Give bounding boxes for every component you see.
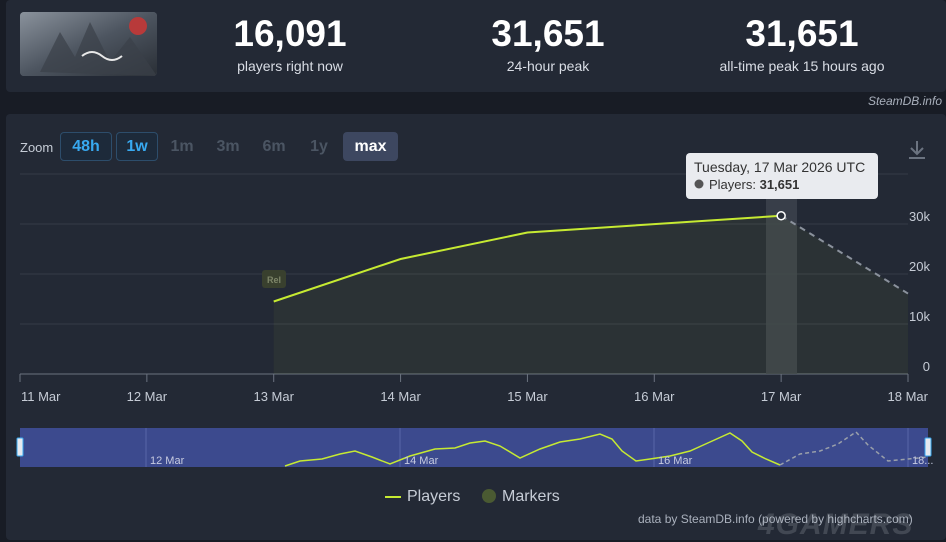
- tooltip-series-name: Players: [709, 177, 753, 192]
- tooltip-series-line: Players: 31,651: [709, 177, 799, 192]
- x-tick-label: 12 Mar: [127, 389, 168, 404]
- line-swatch-icon: [385, 495, 401, 498]
- navigator-right-handle[interactable]: [924, 437, 932, 457]
- legend-players[interactable]: Players: [385, 488, 460, 506]
- x-tick-label: 15 Mar: [507, 389, 548, 404]
- stats-bar: 16,091 players right now 31,651 24-hour …: [6, 0, 946, 92]
- x-tick-label: 17 Mar: [761, 389, 802, 404]
- tooltip-date: Tuesday, 17 Mar 2026 UTC: [694, 159, 865, 175]
- tooltip-colon: :: [752, 177, 759, 192]
- navigator-tick-label: 16 Mar: [658, 455, 693, 467]
- y-axis: 0 10k 20k 30k: [909, 209, 930, 374]
- series-area: [273, 215, 908, 374]
- tooltip: Tuesday, 17 Mar 2026 UTC Players: 31,651: [686, 153, 878, 199]
- navigator-tick-label: 12 Mar: [150, 455, 185, 467]
- legend-markers-label: Markers: [502, 488, 560, 505]
- x-tick-label: 18 Mar: [888, 389, 929, 404]
- zoom-48h-button[interactable]: 48h: [60, 132, 112, 161]
- release-marker-label: Rel: [267, 275, 281, 285]
- zoom-label: Zoom: [20, 140, 54, 155]
- zoom-1y-button[interactable]: 1y: [310, 138, 328, 155]
- navigator-tick-label: 18...: [912, 455, 933, 467]
- stat-value: 31,651: [745, 13, 859, 54]
- series-line-live: [780, 214, 909, 295]
- tooltip-value: 31,651: [760, 177, 800, 192]
- y-tick-label: 20k: [909, 259, 930, 274]
- x-tick-label: 11 Mar: [21, 389, 61, 404]
- stat-label: all-time peak 15 hours ago: [719, 58, 885, 74]
- watermark: 4GAMERS: [758, 508, 914, 541]
- hover-band: [766, 176, 797, 374]
- series-line-players: [273, 214, 782, 303]
- data-point[interactable]: [776, 210, 786, 221]
- stat-value: 16,091: [233, 13, 347, 54]
- x-tick-label: 16 Mar: [634, 389, 675, 404]
- y-tick-label: 30k: [909, 209, 930, 224]
- chart-svg[interactable]: 0 10k 20k 30k 11 Mar 12 Mar 13 Mar 14 Mar 15 Ma…: [0, 0, 946, 480]
- zoom-6m-button[interactable]: 6m: [262, 138, 286, 155]
- y-tick-label: 0: [923, 359, 930, 374]
- navigator-series-line: [284, 432, 781, 467]
- y-tick-label: 10k: [909, 309, 930, 324]
- zoom-1w-button[interactable]: 1w: [116, 132, 158, 161]
- marker-dot-icon: [482, 489, 496, 503]
- stat-current-players: 16,091 players right now: [180, 13, 400, 75]
- series-layer: [273, 210, 909, 374]
- navigator[interactable]: 12 Mar 14 Mar 16 Mar 18...: [16, 428, 933, 467]
- stat-alltime-peak: 31,651 all-time peak 15 hours ago: [692, 13, 912, 75]
- stat-label: 24-hour peak: [506, 58, 590, 74]
- tooltip-series-dot: [694, 179, 704, 189]
- game-thumbnail[interactable]: [20, 12, 157, 76]
- x-axis: 11 Mar 12 Mar 13 Mar 14 Mar 15 Mar 16 Mar 17 M…: [19, 373, 929, 404]
- x-tick-label: 14 Mar: [380, 389, 421, 404]
- legend-markers[interactable]: Markers: [482, 488, 560, 506]
- navigator-live-line: [779, 431, 929, 466]
- game-thumbnail-art: [20, 12, 157, 76]
- legend-players-label: Players: [407, 488, 461, 505]
- footer-credit[interactable]: data by SteamDB.info (powered by highcha…: [638, 512, 913, 526]
- zoom-max-button[interactable]: max: [343, 132, 398, 161]
- stat-24h-peak: 31,651 24-hour peak: [438, 13, 658, 75]
- navigator-tick-label: 14 Mar: [404, 455, 439, 467]
- steamdb-credit[interactable]: SteamDB.info: [867, 94, 942, 108]
- stat-label: players right now: [237, 58, 343, 74]
- navigator-left-handle[interactable]: [16, 437, 24, 457]
- x-tick-label: 13 Mar: [253, 389, 294, 404]
- zoom-1m-button[interactable]: 1m: [170, 138, 194, 155]
- release-marker[interactable]: [262, 270, 286, 288]
- zoom-3m-button[interactable]: 3m: [216, 138, 240, 155]
- navigator-background: [20, 428, 928, 467]
- download-icon[interactable]: [908, 140, 926, 160]
- stat-value: 31,651: [491, 13, 605, 54]
